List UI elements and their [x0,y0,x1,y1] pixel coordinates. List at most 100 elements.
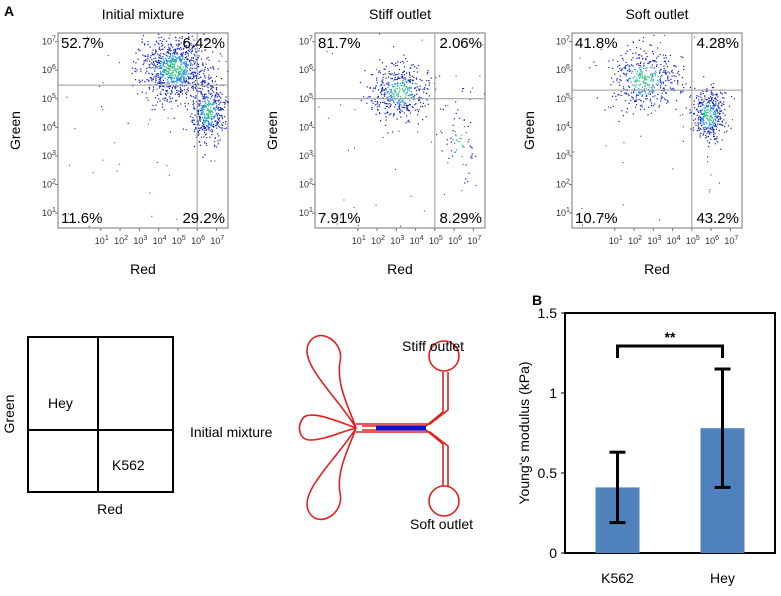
event-dot [199,88,202,90]
event-dot [204,127,206,129]
event-dot [394,90,396,92]
event-dot [654,73,656,75]
event-dot [628,86,631,88]
event-dot [620,94,622,97]
event-dot [667,99,669,102]
event-dot [198,73,200,75]
event-dot [202,156,204,158]
event-dot [707,108,709,111]
event-dot [171,87,173,89]
event-dot [210,96,213,98]
event-dot [159,55,162,57]
event-dot [706,105,708,108]
event-dot [102,109,104,111]
event-dot [171,58,173,60]
event-dot [660,81,662,83]
event-dot [191,47,193,49]
event-dot [622,59,624,61]
event-dot [710,115,712,117]
event-dot [215,146,217,148]
event-dot [407,87,409,89]
event-dot [217,133,219,135]
event-dot [642,76,644,78]
event-dot [166,51,168,53]
tick-label: 102 [556,178,570,189]
tick-label: 101 [95,235,109,246]
event-dot [177,85,179,87]
event-dot [168,82,170,84]
event-dot [409,76,411,78]
tick-base: 10 [133,236,143,246]
event-dot [710,91,712,93]
y-axis-label: Green [521,111,537,150]
event-dot [636,73,638,75]
event-dot [202,105,204,107]
event-dot [171,53,174,55]
event-dot [693,113,696,115]
event-dot [700,92,702,94]
event-dot [181,55,183,57]
event-dot [179,88,182,90]
event-dot [391,131,394,133]
event-dot [201,95,203,97]
event-dot [638,80,640,82]
event-dot [195,59,198,61]
event-dot [636,57,638,60]
event-dot [649,98,652,100]
event-dot [403,101,405,103]
device-inlet: Initial mixture [190,424,273,440]
event-dot [425,116,427,118]
event-dot [647,93,650,95]
event-dot [638,72,641,74]
event-dot [215,88,218,90]
event-dot [715,102,717,104]
tick-exponent: 6 [201,235,205,242]
event-dot [645,70,647,72]
event-dot [145,72,147,74]
tick-label: 105 [299,93,313,104]
event-dot [177,47,179,49]
event-dot [403,104,405,106]
event-dot [377,95,379,98]
event-dot [703,76,705,78]
event-dot [639,83,642,86]
event-dot [670,82,672,84]
event-dot [174,77,176,79]
event-dot [660,83,663,85]
event-dot [441,150,443,152]
event-dot [705,106,707,108]
event-dot [169,34,171,36]
event-dot [643,62,645,64]
event-dot [208,103,210,105]
event-dot [714,119,716,121]
event-dot [627,70,629,72]
event-dot [700,121,702,123]
event-dot [177,45,179,47]
event-dot [479,75,481,77]
event-dot [398,100,401,102]
event-dot [636,63,638,65]
event-dot [176,78,178,80]
plot-title: Stiff outlet [369,6,431,22]
event-dot [188,50,190,53]
event-dot [163,109,165,111]
event-dot [696,95,698,97]
event-dot [203,114,205,116]
event-dot [131,72,133,74]
event-dot [185,129,187,131]
event-dot [648,76,650,78]
event-dot [224,102,226,104]
event-dot [622,57,624,59]
event-dot [723,119,725,121]
event-dot [417,114,419,116]
event-dot [182,51,184,54]
event-dot [155,79,157,81]
error-bar [714,367,731,489]
event-dot [612,81,615,83]
event-dot [716,108,718,110]
event-dot [659,71,661,73]
event-dot [197,111,199,113]
event-dot [192,123,195,125]
event-dot [157,101,159,103]
event-dot [170,61,172,63]
